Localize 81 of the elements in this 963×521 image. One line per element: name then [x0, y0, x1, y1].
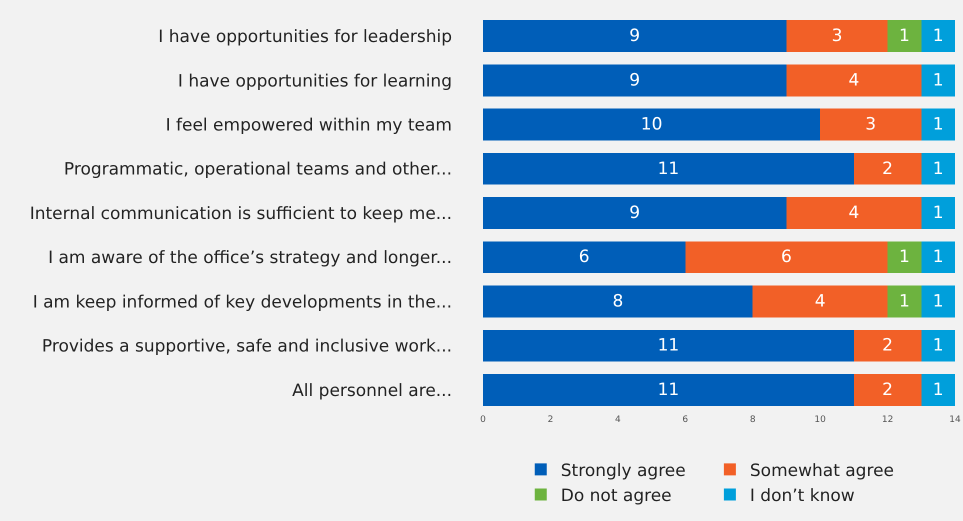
y-tick-label: I feel empowered within my team	[166, 116, 452, 136]
bar	[752, 286, 888, 318]
bar	[888, 286, 922, 318]
data-label: 4	[848, 203, 860, 223]
data-label: 1	[932, 114, 944, 135]
y-tick-label: I have opportunities for learning	[178, 71, 452, 92]
data-label: 1	[932, 203, 944, 223]
x-tick-label: 14	[949, 415, 961, 425]
bar	[921, 330, 955, 362]
bar	[786, 64, 922, 96]
bar	[921, 241, 955, 274]
data-label: 6	[781, 247, 792, 268]
bar	[921, 20, 955, 52]
data-label: 9	[629, 203, 640, 223]
bar	[888, 20, 922, 52]
data-label: 11	[658, 380, 680, 400]
bar	[483, 20, 786, 52]
data-label: 1	[899, 26, 910, 46]
y-tick-label: I have opportunities for leadership	[158, 27, 452, 48]
data-label: 2	[882, 380, 893, 400]
bar	[483, 152, 854, 185]
data-label: 1	[932, 336, 944, 356]
legend-label: Do not agree	[560, 486, 672, 506]
data-label: 10	[640, 114, 662, 135]
bar	[685, 241, 888, 274]
bar	[786, 197, 922, 229]
y-tick-label: Programmatic, operational teams and other...	[64, 160, 452, 180]
bar	[854, 374, 922, 406]
data-label: 3	[865, 114, 876, 135]
bar	[921, 108, 955, 140]
bar	[483, 330, 854, 362]
y-tick-label: All personnel are...	[292, 380, 452, 401]
bar	[483, 108, 820, 140]
bar	[854, 152, 922, 185]
y-tick-label: I am keep informed of key developments in the...	[32, 292, 452, 312]
bar	[854, 330, 922, 362]
data-label: 11	[658, 336, 680, 356]
bar	[921, 374, 955, 406]
data-label: 1	[932, 26, 944, 46]
data-label: 1	[932, 247, 944, 268]
x-tick-label: 0	[480, 415, 486, 425]
legend-label: I don’t know	[750, 486, 855, 506]
bar	[483, 286, 753, 318]
data-label: 4	[814, 291, 826, 312]
data-label: 1	[932, 70, 944, 90]
data-label: 11	[658, 158, 680, 179]
bar	[921, 152, 955, 185]
data-label: 1	[899, 291, 910, 312]
y-tick-label: I am aware of the office’s strategy and longer...	[48, 248, 452, 268]
data-label: 1	[932, 380, 944, 400]
legend-label: Strongly agree	[560, 460, 686, 481]
bar	[483, 374, 854, 406]
data-label: 1	[932, 291, 944, 312]
data-label: 9	[629, 70, 640, 90]
bar	[786, 20, 888, 52]
data-label: 8	[612, 291, 624, 312]
y-tick-label: Internal communication is sufficient to keep me...	[30, 204, 452, 224]
x-tick-label: 2	[548, 415, 554, 425]
x-tick-label: 8	[750, 415, 756, 425]
y-tick-label: Provides a supportive, safe and inclusive work...	[42, 336, 452, 357]
bar	[820, 108, 922, 140]
x-tick-label: 4	[614, 415, 621, 425]
data-label: 6	[578, 247, 590, 268]
x-tick-label: 10	[814, 415, 826, 425]
x-tick-label: 6	[682, 415, 688, 425]
bar	[483, 197, 786, 229]
data-label: 3	[832, 26, 842, 46]
data-label: 1	[899, 247, 910, 268]
data-label: 2	[882, 336, 893, 356]
bar	[921, 64, 955, 96]
data-label: 1	[932, 158, 944, 179]
bar	[483, 64, 786, 96]
bar	[921, 286, 955, 318]
bar	[921, 197, 955, 229]
bar	[888, 241, 922, 274]
x-tick-label: 12	[882, 415, 894, 425]
data-label: 2	[882, 158, 893, 179]
bar	[483, 241, 686, 274]
legend-label: Somewhat agree	[750, 460, 894, 481]
data-label: 9	[629, 26, 640, 46]
data-label: 4	[848, 70, 860, 90]
